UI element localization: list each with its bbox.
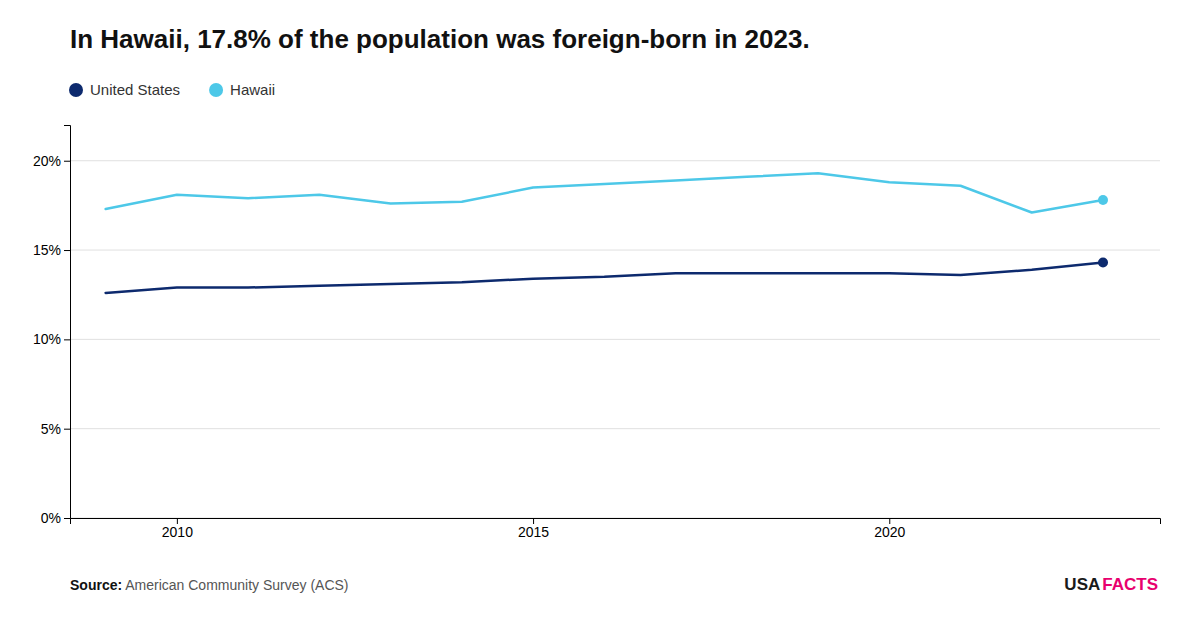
legend-item: United States (69, 81, 180, 98)
line (106, 263, 1103, 293)
tick-label: 2015 (518, 524, 549, 540)
tick: 10% (33, 331, 70, 347)
tick: 15% (33, 242, 70, 258)
marks (106, 173, 1108, 293)
tick-mark (64, 429, 70, 430)
legend: United States Hawaii (69, 81, 275, 98)
grid-line (70, 339, 1160, 340)
plot: 0% 5% 10% 15% 20% 2010 2015 2020 (33, 126, 1161, 540)
tick-mark (64, 518, 70, 519)
annotation: FACTS (1102, 575, 1158, 594)
tick-mark (64, 339, 70, 340)
tick-label: 20% (33, 153, 61, 169)
grid (70, 161, 1160, 518)
y-axis: 0% 5% 10% 15% 20% (33, 126, 71, 526)
grid-line (70, 428, 1160, 429)
line (106, 173, 1103, 212)
legend-label: United States (90, 81, 180, 98)
chart: In Hawaii, 17.8% of the population was f… (0, 0, 1200, 628)
annotation: American Community Survey (ACS) (122, 577, 348, 593)
end-marker (1098, 195, 1108, 205)
axis-line (71, 519, 1161, 525)
grid-line (70, 160, 1160, 161)
tick-label: 2020 (874, 524, 905, 540)
tick-label: 5% (41, 421, 61, 437)
legend-swatch (69, 83, 83, 97)
title: In Hawaii, 17.8% of the population was f… (70, 24, 810, 54)
tick: 0% (41, 510, 70, 526)
legend-item: Hawaii (209, 81, 275, 98)
tick-mark (64, 161, 70, 162)
axis-line (64, 126, 71, 519)
tick: 2010 (162, 518, 193, 540)
x-axis: 2010 2015 2020 (71, 518, 1161, 540)
tick-mark (64, 250, 70, 251)
tick-label: 15% (33, 242, 61, 258)
branding: USAFACTS (1064, 575, 1158, 594)
tick: 2015 (518, 518, 549, 540)
legend-swatch (209, 83, 223, 97)
tick: 20% (33, 153, 70, 169)
annotation: USA (1064, 575, 1100, 594)
tick: 5% (41, 421, 70, 437)
annotation: Source: (70, 577, 122, 593)
tick-label: 10% (33, 331, 61, 347)
tick-label: 0% (41, 510, 61, 526)
grid-line (70, 250, 1160, 251)
tick-label: 2010 (162, 524, 193, 540)
end-marker (1098, 258, 1108, 268)
legend-label: Hawaii (230, 81, 275, 98)
tick: 2020 (874, 518, 905, 540)
